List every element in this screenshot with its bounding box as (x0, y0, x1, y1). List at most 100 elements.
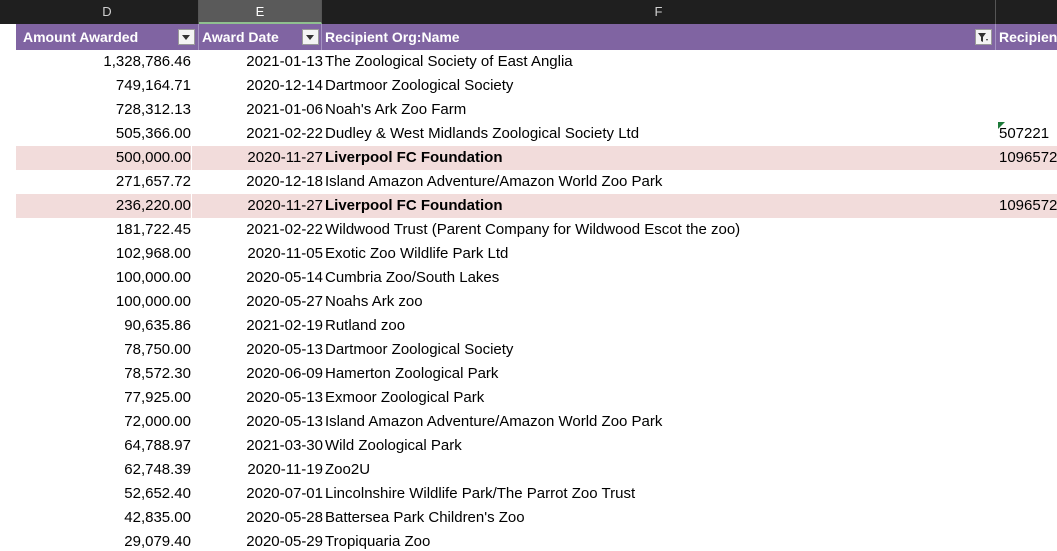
recipient-name-cell[interactable]: Exotic Zoo Wildlife Park Ltd (325, 245, 509, 262)
table-row: 505,366.00 2021-02-22 Dudley & West Midlan… (16, 122, 1057, 146)
date-cell[interactable]: 2020-05-28 (246, 509, 323, 526)
amount-cell[interactable]: 72,000.00 (124, 413, 191, 430)
date-cell[interactable]: 2020-07-01 (246, 485, 323, 502)
date-cell[interactable]: 2020-11-19 (247, 461, 323, 478)
amount-cell[interactable]: 78,572.30 (124, 365, 191, 382)
recipient-name-cell[interactable]: Zoo2U (325, 461, 371, 478)
amount-cell[interactable]: 102,968.00 (115, 245, 191, 262)
recipient-name-cell[interactable]: Lincolnshire Wildlife Park/The Parrot Zo… (325, 485, 636, 502)
date-cell[interactable]: 2020-05-13 (246, 389, 323, 406)
filter-dropdown-date[interactable] (302, 29, 319, 45)
amount-cell[interactable]: 1,328,786.46 (103, 53, 191, 70)
amount-cell[interactable]: 505,366.00 (115, 125, 191, 142)
amount-cell[interactable]: 78,750.00 (124, 341, 191, 358)
date-cell[interactable]: 2021-02-22 (246, 125, 323, 142)
recipient-extra-cell[interactable] (999, 386, 1057, 410)
header-amount-awarded[interactable]: Amount Awarded (16, 24, 199, 50)
recipient-extra-cell[interactable]: 1096572 (999, 197, 1057, 214)
filter-dropdown-amount[interactable] (178, 29, 195, 45)
recipient-extra-cell[interactable] (999, 74, 1057, 98)
recipient-extra-cell[interactable] (999, 482, 1057, 506)
recipient-extra-cell[interactable] (999, 314, 1057, 338)
date-cell[interactable]: 2020-12-14 (246, 77, 323, 94)
column-headers: D E F (0, 0, 1057, 24)
amount-cell[interactable]: 181,722.45 (115, 221, 191, 238)
recipient-extra-cell[interactable] (999, 530, 1057, 551)
date-cell[interactable]: 2020-05-13 (246, 413, 323, 430)
date-cell[interactable]: 2020-11-05 (247, 245, 323, 262)
recipient-name-cell[interactable]: Hamerton Zoological Park (325, 365, 499, 382)
date-cell[interactable]: 2021-02-19 (246, 317, 323, 334)
recipient-name-cell[interactable]: Dartmoor Zoological Society (325, 341, 514, 358)
recipient-extra-cell[interactable] (999, 50, 1057, 74)
date-cell[interactable]: 2020-06-09 (246, 365, 323, 382)
amount-cell[interactable]: 728,312.13 (115, 101, 191, 118)
recipient-extra-cell[interactable] (999, 218, 1057, 242)
amount-cell[interactable]: 42,835.00 (124, 509, 191, 526)
recipient-extra-cell[interactable] (999, 362, 1057, 386)
amount-cell[interactable]: 64,788.97 (124, 437, 191, 454)
recipient-name-cell[interactable]: Exmoor Zoological Park (325, 389, 485, 406)
amount-cell[interactable]: 500,000.00 (16, 146, 192, 170)
recipient-extra-cell[interactable] (999, 338, 1057, 362)
recipient-name-cell[interactable]: Battersea Park Children's Zoo (325, 509, 525, 526)
amount-cell[interactable]: 749,164.71 (115, 77, 191, 94)
recipient-extra-cell[interactable] (999, 266, 1057, 290)
date-cell[interactable]: 2021-03-30 (246, 437, 323, 454)
column-header-e[interactable]: E (199, 0, 322, 24)
amount-cell[interactable]: 100,000.00 (115, 293, 191, 310)
recipient-name-cell[interactable]: Wildwood Trust (Parent Company for Wildw… (325, 221, 741, 238)
column-header-d[interactable]: D (16, 0, 199, 24)
date-cell[interactable]: 2020-05-14 (246, 269, 323, 286)
recipient-name-cell[interactable]: Dartmoor Zoological Society (325, 77, 514, 94)
recipient-name-cell[interactable]: Liverpool FC Foundation (325, 197, 503, 214)
header-recipient-name[interactable]: Recipient Org:Name (322, 24, 996, 50)
date-cell[interactable]: 2021-01-06 (246, 101, 323, 118)
date-cell[interactable]: 2020-05-27 (246, 293, 323, 310)
table-row: 728,312.13 2021-01-06 Noah's Ark Zoo Farm (16, 98, 1057, 122)
recipient-name-cell[interactable]: Rutland zoo (325, 317, 406, 334)
date-cell[interactable]: 2020-05-13 (246, 341, 323, 358)
header-award-date[interactable]: Award Date (199, 24, 322, 50)
amount-cell[interactable]: 62,748.39 (124, 461, 191, 478)
date-cell[interactable]: 2020-12-18 (246, 173, 323, 190)
recipient-extra-cell[interactable] (999, 170, 1057, 194)
date-cell[interactable]: 2020-11-27 (247, 197, 323, 214)
recipient-extra-cell[interactable] (999, 290, 1057, 314)
recipient-name-cell[interactable]: The Zoological Society of East Anglia (325, 53, 573, 70)
recipient-extra-cell[interactable] (999, 410, 1057, 434)
recipient-extra-cell[interactable] (999, 434, 1057, 458)
recipient-extra-cell[interactable] (999, 506, 1057, 530)
amount-cell[interactable]: 236,220.00 (16, 194, 192, 218)
header-extra-label: Recipient (999, 29, 1057, 45)
date-cell[interactable]: 2021-01-13 (246, 53, 323, 70)
amount-cell[interactable]: 52,652.40 (124, 485, 191, 502)
date-cell[interactable]: 2020-11-27 (247, 149, 323, 166)
recipient-extra-cell[interactable] (999, 458, 1057, 482)
recipient-extra-cell[interactable]: 1096572 (999, 149, 1057, 166)
amount-cell[interactable]: 90,635.86 (124, 317, 191, 334)
recipient-name-cell[interactable]: Liverpool FC Foundation (325, 149, 503, 166)
recipient-name-cell[interactable]: Island Amazon Adventure/Amazon World Zoo… (325, 413, 663, 430)
column-header-f[interactable]: F (322, 0, 996, 24)
recipient-extra-cell[interactable] (999, 242, 1057, 266)
data-rows: 1,328,786.46 2021-01-13 The Zoological Soc… (16, 50, 1057, 551)
recipient-name-cell[interactable]: Noah's Ark Zoo Farm (325, 101, 467, 118)
recipient-extra-cell[interactable]: 507221 (999, 125, 1050, 142)
recipient-name-cell[interactable]: Dudley & West Midlands Zoological Societ… (325, 125, 640, 142)
recipient-extra-cell[interactable] (999, 98, 1057, 122)
amount-cell[interactable]: 77,925.00 (124, 389, 191, 406)
amount-cell[interactable]: 29,079.40 (124, 533, 191, 550)
recipient-name-cell[interactable]: Noahs Ark zoo (325, 293, 423, 310)
amount-cell[interactable]: 100,000.00 (115, 269, 191, 286)
amount-cell[interactable]: 271,657.72 (115, 173, 191, 190)
date-cell[interactable]: 2020-05-29 (246, 533, 323, 550)
recipient-name-cell[interactable]: Wild Zoological Park (325, 437, 462, 454)
header-recipient-extra[interactable]: Recipient (996, 24, 1057, 50)
filter-funnel-icon (978, 33, 988, 42)
recipient-name-cell[interactable]: Cumbria Zoo/South Lakes (325, 269, 500, 286)
filter-applied-button[interactable] (975, 29, 992, 45)
recipient-name-cell[interactable]: Island Amazon Adventure/Amazon World Zoo… (325, 173, 663, 190)
date-cell[interactable]: 2021-02-22 (246, 221, 323, 238)
recipient-name-cell[interactable]: Tropiquaria Zoo (325, 533, 431, 550)
